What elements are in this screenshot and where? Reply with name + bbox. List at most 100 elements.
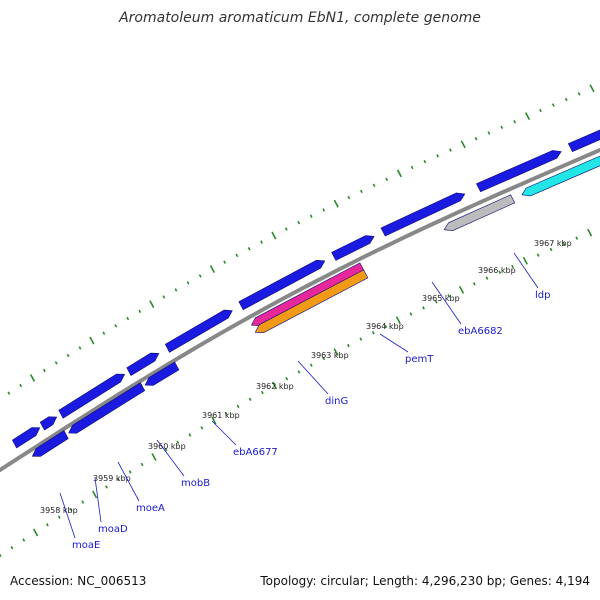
guide-dot bbox=[29, 374, 36, 382]
guide-dot bbox=[577, 92, 581, 96]
forward-gene-arrow bbox=[164, 309, 233, 353]
guide-dot bbox=[434, 300, 438, 304]
forward-gene-arrow bbox=[475, 150, 562, 193]
guide-dot bbox=[500, 125, 504, 130]
guide-dot bbox=[384, 324, 388, 329]
guide-dot bbox=[7, 391, 11, 395]
guide-dot bbox=[69, 507, 73, 512]
guide-dot bbox=[235, 253, 239, 258]
cyan-gene-arrow bbox=[521, 155, 600, 197]
guide-dot bbox=[309, 214, 313, 218]
genome-backbone bbox=[0, 147, 600, 473]
orange-gene-arrow bbox=[254, 269, 369, 334]
guide-dot bbox=[57, 515, 61, 519]
reverse-gene-arrow bbox=[31, 430, 69, 457]
guide-dot bbox=[138, 309, 142, 313]
backbone-line bbox=[0, 147, 600, 473]
guide-dot bbox=[42, 368, 46, 373]
guide-dot bbox=[164, 447, 168, 452]
label-leader-line bbox=[156, 439, 185, 477]
guide-dot bbox=[449, 148, 452, 152]
guide-dot bbox=[575, 236, 579, 240]
guide-dot bbox=[522, 256, 528, 265]
tick-label: 3958 kbp bbox=[40, 506, 78, 515]
guide-dot bbox=[322, 356, 326, 361]
tick-label: 3962 kbp bbox=[256, 382, 294, 391]
guide-dot bbox=[549, 247, 553, 252]
guide-dot bbox=[162, 295, 166, 299]
guide-dot bbox=[347, 343, 350, 348]
tick-label: 3964 kbp bbox=[366, 322, 404, 331]
gray-gene-arrow bbox=[443, 194, 516, 232]
guide-dot bbox=[66, 353, 70, 358]
gene-label: pemT bbox=[405, 354, 434, 365]
label-leader-line bbox=[513, 252, 539, 289]
guide-dot bbox=[89, 336, 95, 345]
guide-dot bbox=[297, 370, 301, 374]
guide-dot bbox=[200, 426, 204, 430]
guide-dot bbox=[513, 120, 517, 124]
forward-gene-arrow bbox=[58, 373, 126, 419]
guide-dot bbox=[260, 240, 263, 244]
accession-text: Accession: NC_006513 bbox=[10, 574, 147, 588]
guide-dot bbox=[140, 462, 144, 467]
guide-dot bbox=[0, 553, 2, 557]
tick-label: 3965 kbp bbox=[422, 294, 460, 303]
guide-dot bbox=[186, 281, 190, 285]
tick-labels: 3958 kbp 3959 kbp 3960 kbp 3961 kbp 3962 kbp… bbox=[40, 239, 572, 515]
label-leader-line bbox=[379, 333, 409, 353]
guide-dot bbox=[587, 228, 593, 237]
guide-dot bbox=[176, 440, 180, 444]
guide-dot bbox=[126, 316, 130, 321]
reverse-gene-arrow bbox=[68, 382, 146, 434]
guide-dot bbox=[359, 337, 363, 341]
guide-dot bbox=[78, 346, 82, 350]
guide-dot bbox=[149, 300, 155, 309]
reverse-gene-arrow bbox=[144, 361, 180, 386]
guide-dot bbox=[385, 177, 389, 182]
gene-label: moaE bbox=[72, 540, 100, 551]
guide-dot bbox=[564, 97, 568, 102]
gene-label: ebA6682 bbox=[458, 326, 503, 337]
forward-gene-arrow bbox=[567, 129, 600, 152]
guide-dot bbox=[562, 242, 566, 246]
gene-label: ldp bbox=[535, 290, 550, 301]
guide-dot bbox=[371, 331, 375, 335]
guide-dot bbox=[260, 390, 264, 395]
label-leader-line bbox=[94, 477, 102, 523]
guide-dot bbox=[436, 154, 440, 158]
label-leader-line bbox=[59, 492, 76, 539]
forward-gene-arrow bbox=[126, 352, 160, 377]
guide-dot bbox=[32, 528, 39, 537]
guide-dot bbox=[236, 404, 240, 409]
guide-dot bbox=[372, 183, 376, 188]
guide-dot bbox=[551, 103, 555, 107]
guide-dot bbox=[151, 453, 157, 461]
guide-dot bbox=[333, 348, 339, 356]
guide-dot bbox=[285, 376, 289, 381]
guide-dot bbox=[224, 411, 228, 416]
guide-dot bbox=[423, 159, 427, 164]
guide-dot bbox=[309, 363, 313, 367]
guide-dot bbox=[498, 270, 502, 275]
guide-dot bbox=[474, 136, 478, 141]
guide-dot bbox=[409, 312, 413, 316]
guide-dot bbox=[271, 381, 278, 390]
guide-dot bbox=[114, 324, 118, 328]
genome-summary: Topology: circular; Length: 4,296,230 bp… bbox=[260, 574, 590, 588]
guide-dot bbox=[511, 264, 514, 269]
label-leader-line bbox=[211, 420, 237, 446]
guide-dot bbox=[116, 477, 120, 482]
gene-label: mobB bbox=[181, 478, 210, 489]
guide-dot bbox=[472, 282, 476, 286]
forward-gene-arrow bbox=[238, 259, 326, 311]
guide-dot bbox=[174, 288, 178, 292]
guide-dot bbox=[22, 538, 26, 542]
guide-dot bbox=[188, 433, 192, 437]
dotted-guides bbox=[0, 84, 595, 557]
guide-dot bbox=[284, 227, 288, 231]
guide-dot bbox=[102, 331, 106, 335]
guide-dot bbox=[458, 285, 465, 294]
guide-dot bbox=[333, 199, 339, 208]
guide-dot bbox=[396, 169, 403, 178]
